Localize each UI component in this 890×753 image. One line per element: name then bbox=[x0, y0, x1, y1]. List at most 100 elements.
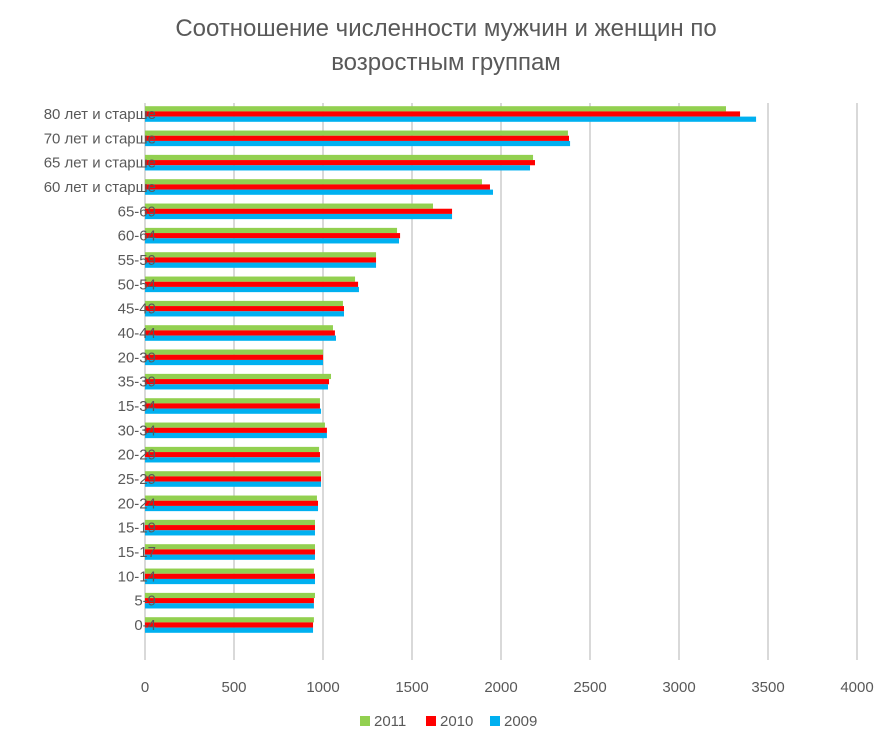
bar-2010-7 bbox=[145, 281, 359, 287]
bar-2011-13 bbox=[145, 422, 325, 428]
bar-2010-20 bbox=[145, 598, 314, 604]
chart-title-line-2: возростным группам bbox=[331, 49, 561, 76]
y-tick-label: 60 лет и старше bbox=[44, 179, 156, 196]
legend-swatch-2009 bbox=[490, 716, 500, 726]
bar-2009-15 bbox=[145, 481, 322, 487]
bar-2009-12 bbox=[145, 408, 322, 414]
y-tick-label: 10-14 bbox=[118, 568, 156, 585]
bar-2011-9 bbox=[145, 325, 333, 331]
y-tick-label: 5-9 bbox=[134, 593, 156, 610]
y-tick-label: 15-34 bbox=[118, 398, 156, 415]
bar-2009-19 bbox=[145, 578, 315, 585]
bar-2009-7 bbox=[145, 286, 359, 293]
bar-2011-15 bbox=[145, 471, 322, 477]
chart-title-line-1: Соотношение численности мужчин и женщин … bbox=[175, 15, 716, 42]
bar-2011-6 bbox=[145, 252, 377, 258]
bar-2009-11 bbox=[145, 384, 328, 390]
bar-2010-17 bbox=[145, 525, 315, 531]
bar-2010-16 bbox=[145, 500, 319, 506]
bar-2009-20 bbox=[145, 603, 314, 609]
bar-2009-1 bbox=[145, 140, 571, 147]
x-tick-label: 3000 bbox=[662, 679, 695, 696]
y-tick-label: 0-4 bbox=[134, 617, 156, 634]
bar-2011-19 bbox=[145, 568, 314, 574]
y-tick-label: 55-59 bbox=[118, 252, 156, 269]
bar-2011-0 bbox=[145, 106, 726, 112]
y-tick-label: 80 лет и старше bbox=[44, 106, 156, 123]
bar-2011-16 bbox=[145, 495, 317, 501]
bar-2009-16 bbox=[145, 505, 319, 512]
y-tick-label: 30-34 bbox=[118, 422, 156, 439]
bar-2010-3 bbox=[145, 184, 490, 190]
bar-2011-8 bbox=[145, 300, 343, 307]
y-tick-label: 60-64 bbox=[118, 228, 156, 245]
y-tick-label: 20-24 bbox=[118, 495, 156, 512]
y-tick-label: 25-29 bbox=[118, 471, 156, 488]
y-tick-label: 20-29 bbox=[118, 447, 156, 464]
y-tick-label: 20-39 bbox=[118, 349, 156, 366]
bar-2010-13 bbox=[145, 427, 327, 433]
bar-2009-17 bbox=[145, 530, 315, 536]
bar-2011-1 bbox=[145, 130, 568, 136]
bar-2010-6 bbox=[145, 257, 377, 263]
legend-swatch-2010 bbox=[426, 716, 436, 726]
bar-2011-12 bbox=[145, 398, 320, 404]
bar-2009-13 bbox=[145, 432, 327, 439]
bar-2010-14 bbox=[145, 452, 320, 458]
bar-2009-4 bbox=[145, 213, 453, 220]
bar-2011-17 bbox=[145, 519, 315, 526]
x-tick-label: 4000 bbox=[840, 679, 873, 696]
bar-2010-4 bbox=[145, 208, 453, 214]
bar-2010-15 bbox=[145, 476, 322, 482]
bar-2009-8 bbox=[145, 311, 345, 317]
bar-2011-7 bbox=[145, 276, 356, 282]
bar-2011-2 bbox=[145, 154, 534, 161]
bar-2010-0 bbox=[145, 111, 741, 117]
y-tick-label: 45-49 bbox=[118, 301, 156, 318]
y-tick-label: 15-19 bbox=[118, 520, 156, 537]
bar-2009-0 bbox=[145, 116, 757, 122]
x-tick-label: 1000 bbox=[306, 679, 339, 696]
y-tick-label: 35-39 bbox=[118, 374, 156, 391]
bar-2011-18 bbox=[145, 544, 315, 550]
bar-2010-21 bbox=[145, 622, 314, 628]
bar-2010-10 bbox=[145, 354, 323, 360]
bar-2009-10 bbox=[145, 359, 323, 366]
bar-2009-21 bbox=[145, 627, 314, 633]
x-tick-label: 1500 bbox=[395, 679, 428, 696]
bar-2010-5 bbox=[145, 233, 401, 239]
bar-2010-19 bbox=[145, 573, 315, 579]
y-tick-label: 65-69 bbox=[118, 203, 156, 220]
x-tick-label: 3500 bbox=[751, 679, 784, 696]
bar-2010-11 bbox=[145, 379, 330, 385]
bar-2009-3 bbox=[145, 189, 493, 195]
bar-2011-4 bbox=[145, 203, 434, 209]
legend-label-2009: 2009 bbox=[504, 713, 537, 730]
bar-2011-11 bbox=[145, 373, 332, 380]
bar-2009-2 bbox=[145, 165, 531, 171]
x-tick-label: 2000 bbox=[484, 679, 517, 696]
x-tick-label: 0 bbox=[141, 679, 149, 696]
legend-swatch-2011 bbox=[360, 716, 370, 726]
bar-2009-9 bbox=[145, 335, 336, 341]
y-tick-label: 50-54 bbox=[118, 276, 156, 293]
y-tick-label: 70 лет и старше bbox=[44, 130, 156, 147]
y-tick-label: 65 лет и старше bbox=[44, 155, 156, 172]
bar-2011-21 bbox=[145, 617, 314, 623]
bar-2010-2 bbox=[145, 160, 535, 166]
bar-2010-8 bbox=[145, 306, 345, 312]
bar-2011-5 bbox=[145, 227, 398, 234]
bar-2010-9 bbox=[145, 330, 335, 336]
bar-2009-14 bbox=[145, 457, 320, 463]
bar-2010-1 bbox=[145, 135, 569, 141]
bar-2009-6 bbox=[145, 262, 377, 268]
y-tick-label: 15-17 bbox=[118, 544, 156, 561]
x-tick-label: 500 bbox=[221, 679, 246, 696]
legend-label-2011: 2011 bbox=[374, 713, 406, 730]
bar-2011-20 bbox=[145, 592, 315, 599]
bar-2011-10 bbox=[145, 349, 323, 355]
bar-2010-12 bbox=[145, 403, 320, 409]
bar-2010-18 bbox=[145, 549, 315, 555]
